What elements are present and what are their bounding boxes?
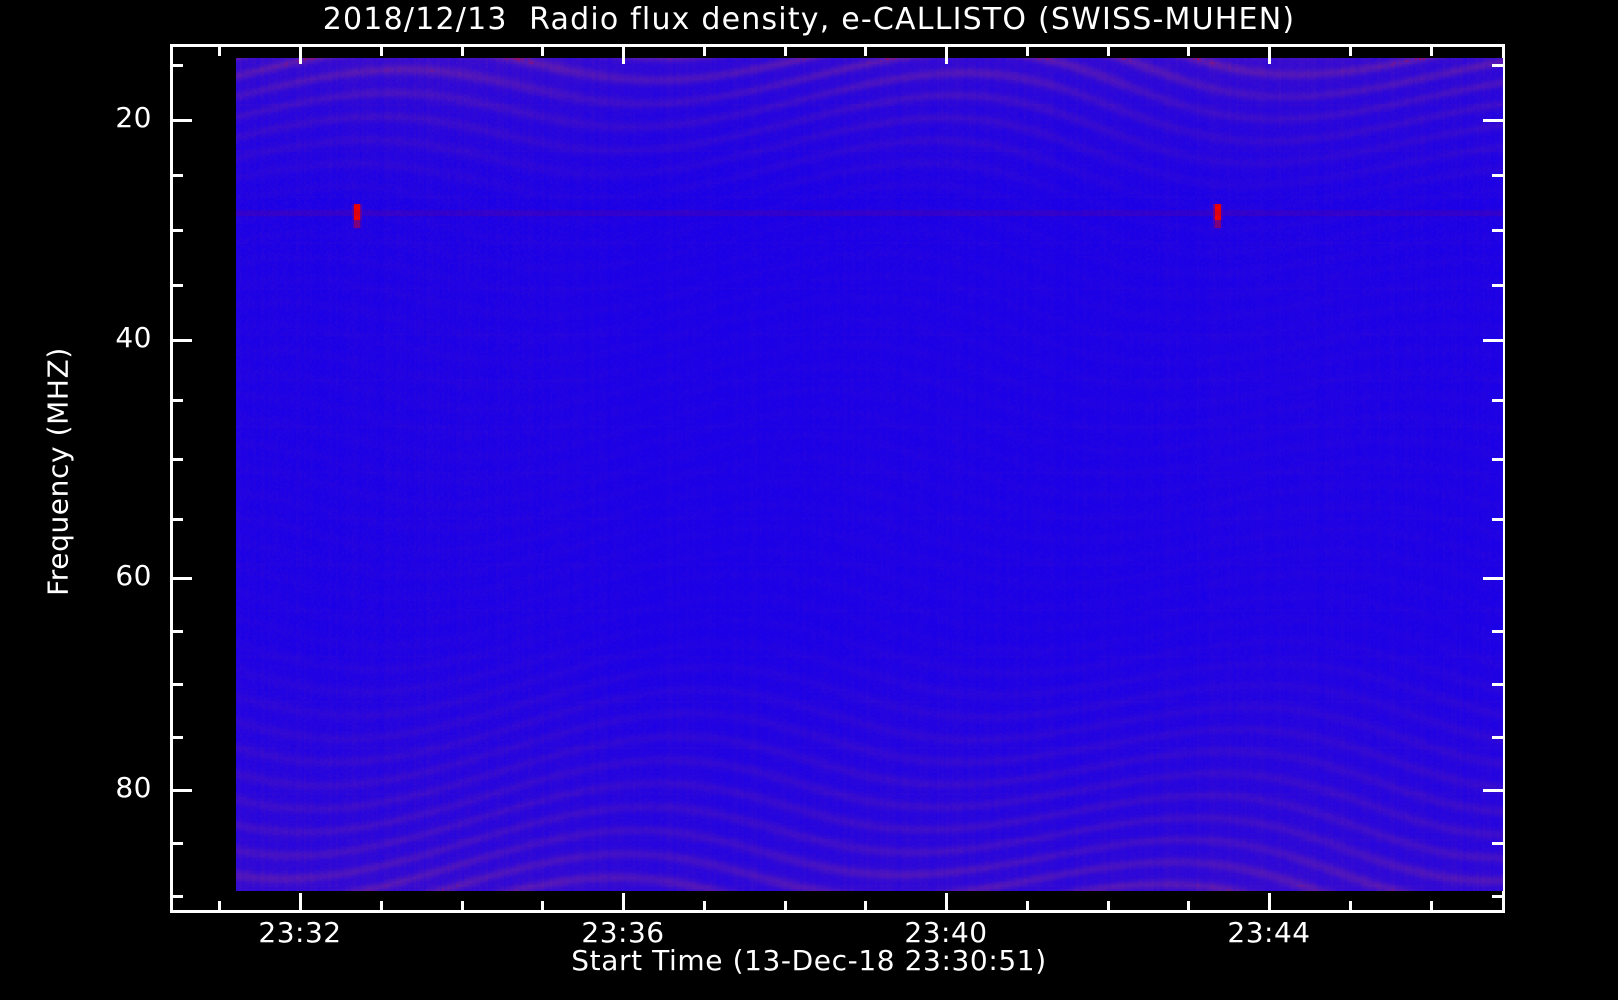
y-tick-label: 80 <box>115 771 152 804</box>
x-minor-tick <box>702 901 706 913</box>
x-minor-tick <box>1429 901 1433 913</box>
y-minor-tick <box>1492 895 1505 898</box>
y-minor-tick <box>1492 517 1505 521</box>
y-minor-tick <box>1492 842 1505 845</box>
page-title: 2018/12/13 Radio flux density, e-CALLIST… <box>322 2 1296 37</box>
y-minor-tick <box>170 458 183 461</box>
y-minor-tick <box>170 229 183 232</box>
y-axis-title: Frequency (MHZ) <box>41 347 75 596</box>
x-minor-tick <box>541 44 545 56</box>
x-major-tick <box>1268 893 1271 913</box>
y-minor-tick <box>170 842 183 845</box>
x-tick-label: 23:32 <box>258 916 342 949</box>
x-minor-tick <box>864 44 868 56</box>
y-minor-tick <box>1492 174 1505 177</box>
x-major-tick <box>622 44 625 64</box>
x-minor-tick <box>783 901 787 913</box>
y-minor-tick <box>170 736 183 739</box>
x-minor-tick <box>460 901 464 913</box>
x-minor-tick <box>1348 901 1352 913</box>
x-minor-tick <box>218 44 222 56</box>
x-minor-tick <box>379 44 383 56</box>
x-minor-tick <box>783 44 787 56</box>
y-minor-tick <box>170 284 183 287</box>
x-minor-tick <box>1106 901 1110 913</box>
y-minor-tick <box>1492 398 1505 402</box>
x-major-tick <box>622 893 625 913</box>
y-minor-tick <box>1492 229 1505 232</box>
x-minor-tick <box>864 901 868 913</box>
x-major-tick <box>299 893 302 913</box>
y-tick-label: 20 <box>115 101 152 134</box>
y-major-tick <box>1483 577 1505 580</box>
y-minor-tick <box>170 398 183 402</box>
x-major-tick <box>945 893 948 913</box>
y-major-tick <box>1483 789 1505 792</box>
y-major-tick <box>1483 119 1505 122</box>
x-tick-label: 23:36 <box>581 916 665 949</box>
y-minor-tick <box>170 683 183 686</box>
x-minor-tick <box>1187 44 1191 56</box>
spectrogram-image <box>236 58 1503 891</box>
y-minor-tick <box>1492 736 1505 739</box>
x-minor-tick <box>460 44 464 56</box>
x-major-tick <box>945 44 948 64</box>
x-minor-tick <box>1025 44 1029 56</box>
x-minor-tick <box>1025 901 1029 913</box>
x-minor-tick <box>1348 44 1352 56</box>
x-major-tick <box>299 44 302 64</box>
y-major-tick <box>170 789 192 792</box>
y-minor-tick <box>170 64 183 67</box>
x-minor-tick <box>1106 44 1110 56</box>
y-minor-tick <box>1492 630 1505 633</box>
y-major-tick <box>1483 339 1505 342</box>
y-minor-tick <box>1492 284 1505 287</box>
y-major-tick <box>170 119 192 122</box>
x-minor-tick <box>1429 44 1433 56</box>
x-minor-tick <box>218 901 222 913</box>
y-tick-label: 60 <box>115 559 152 592</box>
x-minor-tick <box>702 44 706 56</box>
y-minor-tick <box>1492 458 1505 461</box>
y-minor-tick <box>170 630 183 633</box>
x-major-tick <box>1268 44 1271 64</box>
x-minor-tick <box>541 901 545 913</box>
y-tick-label: 40 <box>115 321 152 354</box>
x-minor-tick <box>379 901 383 913</box>
spectrogram-canvas <box>236 58 1503 891</box>
x-minor-tick <box>1187 901 1191 913</box>
y-minor-tick <box>1492 64 1505 67</box>
y-major-tick <box>170 339 192 342</box>
x-axis-title: Start Time (13-Dec-18 23:30:51) <box>571 944 1047 977</box>
y-minor-tick <box>170 517 183 521</box>
y-minor-tick <box>1492 683 1505 686</box>
x-tick-label: 23:40 <box>904 916 988 949</box>
y-minor-tick <box>170 174 183 177</box>
y-major-tick <box>170 577 192 580</box>
x-tick-label: 23:44 <box>1227 916 1311 949</box>
y-minor-tick <box>170 895 183 898</box>
